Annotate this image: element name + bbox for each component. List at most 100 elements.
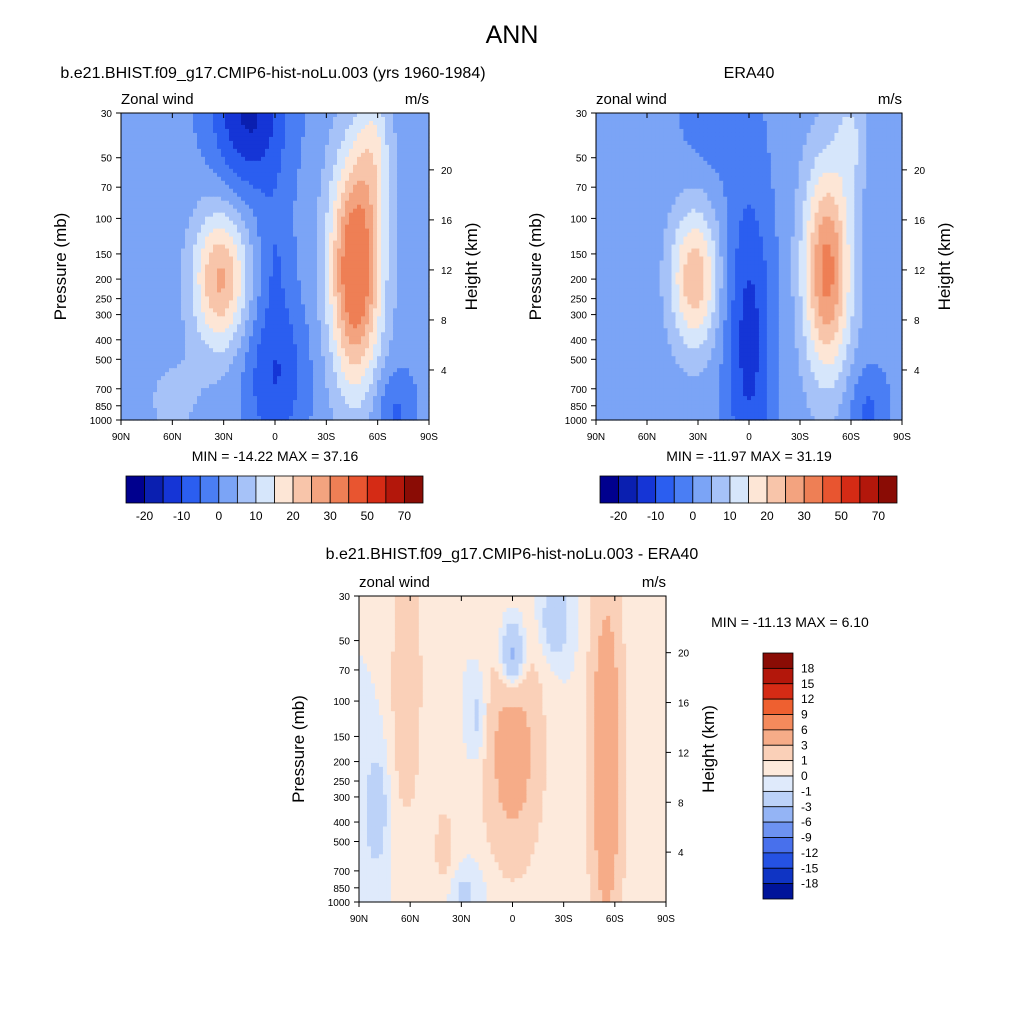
contour-cell (357, 181, 362, 186)
contour-cell (349, 280, 354, 285)
contour-cell (397, 257, 402, 262)
contour-cell (413, 221, 418, 226)
contour-cell (409, 157, 414, 162)
contour-cell (273, 284, 278, 289)
contour-cell (257, 125, 262, 130)
contour-cell (225, 265, 230, 270)
contour-cell (261, 257, 266, 262)
contour-cell (173, 137, 178, 142)
contour-cell (373, 328, 378, 333)
contour-cell (377, 257, 382, 262)
contour-cell (245, 276, 250, 281)
contour-cell (337, 276, 342, 281)
contour-cell (185, 181, 190, 186)
contour-cell (217, 181, 222, 186)
contour-cell (337, 312, 342, 317)
contour-cell (353, 189, 358, 194)
contour-cell (173, 121, 178, 126)
contour-cell (269, 261, 274, 266)
contour-cell (221, 276, 226, 281)
contour-cell (365, 201, 370, 206)
contour-cell (397, 125, 402, 130)
contour-cell (297, 117, 302, 122)
contour-cell (385, 193, 390, 198)
contour-cell (209, 161, 214, 166)
contour-cell (221, 201, 226, 206)
contour-cell (401, 324, 406, 329)
contour-cell (417, 133, 422, 138)
contour-cell (285, 336, 290, 341)
contour-cell (381, 316, 386, 321)
contour-cell (409, 177, 414, 182)
contour-cell (121, 137, 126, 142)
contour-cell (149, 169, 154, 174)
contour-cell (217, 213, 222, 218)
contour-cell (193, 312, 198, 317)
contour-cell (277, 181, 282, 186)
contour-cell (397, 221, 402, 226)
contour-cell (329, 137, 334, 142)
contour-cell (349, 356, 354, 361)
contour-cell (305, 145, 310, 150)
contour-cell (129, 201, 134, 206)
contour-cell (233, 348, 238, 353)
contour-cell (381, 185, 386, 190)
contour-cell (169, 348, 174, 353)
contour-cell (325, 261, 330, 266)
contour-cell (225, 137, 230, 142)
contour-cell (153, 173, 158, 178)
contour-cell (157, 117, 162, 122)
contour-cell (417, 209, 422, 214)
contour-cell (229, 209, 234, 214)
contour-cell (321, 125, 326, 130)
contour-cell (317, 201, 322, 206)
contour-cell (205, 177, 210, 182)
contour-cell (337, 364, 342, 369)
contour-cell (269, 125, 274, 130)
contour-cell (141, 265, 146, 270)
contour-cell (229, 336, 234, 341)
contour-cell (245, 181, 250, 186)
contour-cell (181, 161, 186, 166)
contour-cell (141, 356, 146, 361)
contour-cell (281, 352, 286, 357)
contour-cell (245, 292, 250, 297)
contour-cell (249, 217, 254, 222)
contour-cell (405, 249, 410, 254)
contour-cell (217, 233, 222, 238)
contour-cell (169, 153, 174, 158)
contour-cell (177, 193, 182, 198)
contour-cell (277, 280, 282, 285)
contour-cell (321, 320, 326, 325)
contour-cell (381, 133, 386, 138)
contour-cell (229, 296, 234, 301)
contour-cell (193, 272, 198, 277)
contour-cell (205, 249, 210, 254)
contour-cell (141, 268, 146, 273)
contour-cell (341, 221, 346, 226)
contour-cell (145, 121, 150, 126)
contour-cell (337, 137, 342, 142)
contour-cell (353, 272, 358, 277)
contour-cell (289, 276, 294, 281)
contour-cell (229, 268, 234, 273)
contour-cell (245, 177, 250, 182)
contour-cell (125, 268, 130, 273)
contour-cell (185, 161, 190, 166)
contour-cell (317, 368, 322, 373)
contour-cell (345, 320, 350, 325)
contour-cell (277, 348, 282, 353)
contour-cell (285, 241, 290, 246)
contour-cell (193, 133, 198, 138)
contour-cell (133, 233, 138, 238)
contour-cell (389, 312, 394, 317)
contour-cell (169, 316, 174, 321)
contour-cell (385, 356, 390, 361)
contour-cell (229, 193, 234, 198)
contour-cell (413, 209, 418, 214)
contour-cell (257, 233, 262, 238)
contour-cell (409, 292, 414, 297)
contour-cell (197, 312, 202, 317)
contour-cell (345, 280, 350, 285)
contour-cell (217, 261, 222, 266)
